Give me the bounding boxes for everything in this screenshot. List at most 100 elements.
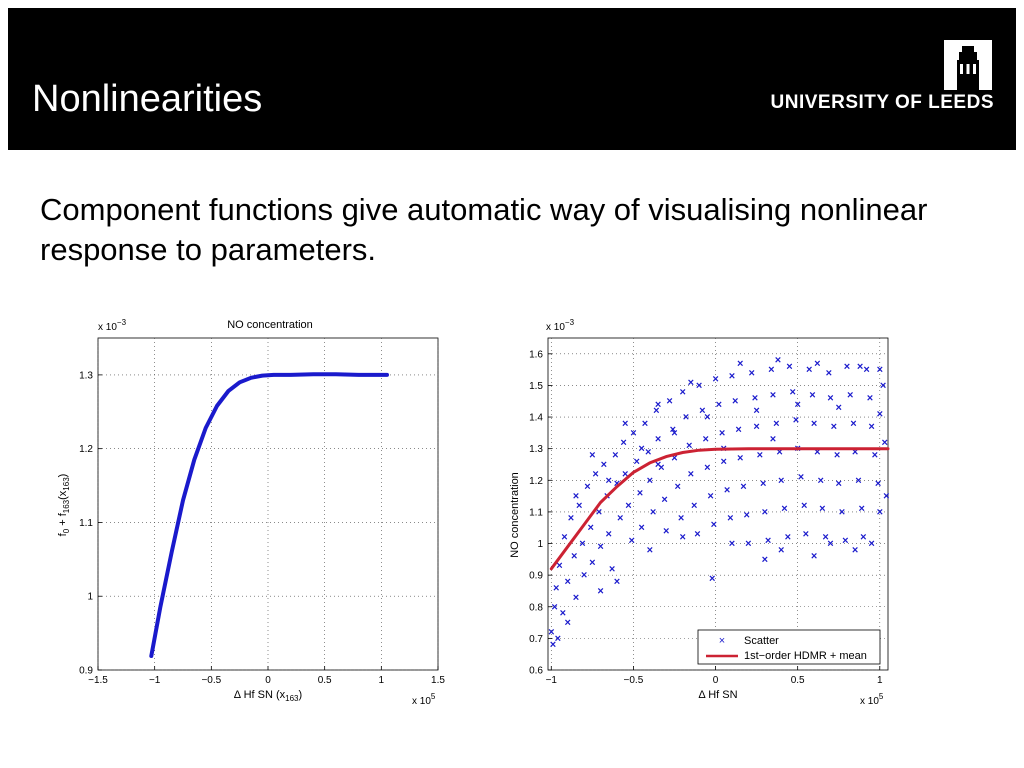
scatter-point: ×	[817, 475, 823, 487]
scatter-point: ×	[712, 374, 718, 386]
scatter-point: ×	[831, 421, 837, 433]
scatter-point: ×	[770, 434, 776, 446]
scatter-point: ×	[564, 617, 570, 629]
scatter-point: ×	[670, 424, 676, 436]
scatter-point: ×	[855, 475, 861, 487]
scatter-point: ×	[727, 513, 733, 525]
y-tick-label: 0.7	[529, 634, 543, 645]
scatter-point: ×	[868, 421, 874, 433]
scatter-point: ×	[790, 386, 796, 398]
svg-text:x 105: x 105	[412, 692, 436, 707]
scatter-point: ×	[655, 434, 661, 446]
x-tick-label: −1.5	[88, 675, 108, 686]
scatter-point: ×	[561, 532, 567, 544]
scatter-point: ×	[760, 478, 766, 490]
scatter-point: ×	[773, 418, 779, 430]
x-tick-label: 1	[877, 675, 883, 686]
scatter-point: ×	[629, 535, 635, 547]
scatter-point: ×	[752, 393, 758, 405]
scatter-point: ×	[842, 535, 848, 547]
scatter-point: ×	[729, 370, 735, 382]
scatter-point: ×	[709, 573, 715, 585]
x-axis-label: Δ Hf SN (x163)	[234, 689, 302, 703]
scatter-point: ×	[702, 434, 708, 446]
scatter-point: ×	[850, 418, 856, 430]
body-text: Component functions give automatic way o…	[40, 192, 928, 267]
scatter-point: ×	[737, 453, 743, 465]
scatter-point: ×	[606, 529, 612, 541]
scatter-point: ×	[762, 554, 768, 566]
scatter-point: ×	[798, 472, 804, 484]
scatter-point: ×	[555, 633, 561, 645]
scatter-point: ×	[584, 481, 590, 493]
scatter-point: ×	[811, 551, 817, 563]
y-tick-label: 1.1	[79, 518, 93, 529]
scatter-point: ×	[592, 468, 598, 480]
scatter-point: ×	[860, 532, 866, 544]
scatter-point: ×	[597, 541, 603, 553]
scatter-point: ×	[609, 563, 615, 575]
scatter-point: ×	[881, 437, 887, 449]
scatter-point: ×	[729, 538, 735, 550]
plot-frame	[97, 337, 439, 671]
scatter-point: ×	[691, 500, 697, 512]
scatter-point: ×	[642, 418, 648, 430]
x-tick-label: 0.5	[791, 675, 805, 686]
svg-text:x 105: x 105	[860, 692, 884, 707]
scatter-point: ×	[679, 532, 685, 544]
scatter-point: ×	[877, 408, 883, 420]
legend-entry-hdmr: 1st−order HDMR + mean	[744, 650, 867, 662]
plot-area: −1.5 −1 −0.5 0 0.5 1 1.5 0.9 1 1.1 1.2 1.3	[79, 337, 445, 686]
scatter-point: ×	[819, 503, 825, 515]
y-tick-label: 1.2	[79, 444, 93, 455]
scatter-point: ×	[794, 399, 800, 411]
scatter-point: ×	[719, 427, 725, 439]
scatter-point: ×	[688, 468, 694, 480]
x-tick-label: −1	[149, 675, 161, 686]
scatter-point: ×	[638, 522, 644, 534]
scatter-point: ×	[573, 592, 579, 604]
scatter-point: ×	[745, 538, 751, 550]
x-axis-label: Δ Hf SN	[698, 689, 737, 701]
scatter-point: ×	[568, 513, 574, 525]
scatter-point: ×	[814, 358, 820, 370]
scatter-point: ×	[683, 412, 689, 424]
scatter-point: ×	[852, 446, 858, 458]
scatter-point: ×	[553, 582, 559, 594]
scatter-point: ×	[679, 386, 685, 398]
scatter-point: ×	[836, 478, 842, 490]
y-tick-label: 0.8	[529, 602, 543, 613]
scatter-point: ×	[724, 484, 730, 496]
scatter-point: ×	[735, 424, 741, 436]
scatter-point: ×	[775, 355, 781, 367]
scatter-point: ×	[793, 415, 799, 427]
scatter-point: ×	[622, 468, 628, 480]
scatter-point: ×	[740, 481, 746, 493]
scatter-point: ×	[686, 440, 692, 452]
scatter-point: ×	[587, 522, 593, 534]
y-multiplier: x 10−3	[546, 318, 575, 333]
scatter-point: ×	[622, 418, 628, 430]
y-axis-label: f0 + f163(x163)	[57, 474, 71, 537]
scatter-point: ×	[601, 459, 607, 471]
x-multiplier: x 105	[860, 692, 884, 707]
university-logo-text: UNIVERSITY OF LEEDS	[770, 92, 994, 113]
x-tick-label: 0.5	[318, 675, 332, 686]
scatter-point: ×	[852, 544, 858, 556]
x-tick-label: 0	[713, 675, 719, 686]
scatter-point: ×	[688, 377, 694, 389]
scatter-point: ×	[655, 459, 661, 471]
y-tick-label: 1.5	[529, 381, 543, 392]
scatter-point: ×	[859, 503, 865, 515]
scatter-point: ×	[564, 576, 570, 588]
scatter-point: ×	[638, 443, 644, 455]
y-tick-label: 1.1	[529, 507, 543, 518]
scatter-point: ×	[776, 446, 782, 458]
y-axis-label: NO concentration	[509, 472, 521, 558]
scatter-point: ×	[785, 532, 791, 544]
scatter-point: ×	[757, 449, 763, 461]
legend: × Scatter 1st−order HDMR + mean	[697, 629, 881, 665]
series-line	[149, 372, 389, 658]
scatter-point: ×	[822, 532, 828, 544]
scatter-point: ×	[786, 361, 792, 373]
